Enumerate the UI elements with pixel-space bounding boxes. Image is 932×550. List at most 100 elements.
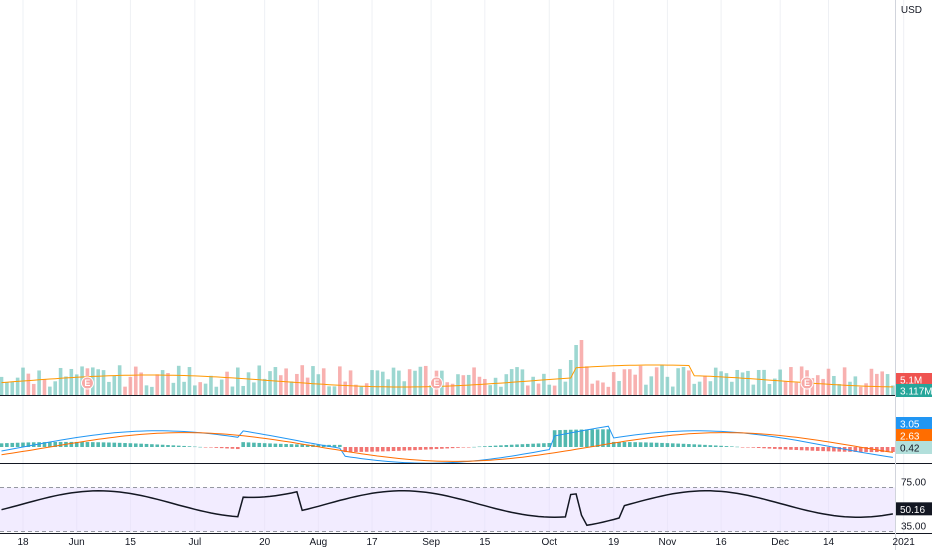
macd-hist-bar [295, 444, 299, 447]
volume-bar [450, 383, 455, 395]
volume-bar [96, 369, 100, 395]
price-axis[interactable]: 222.59190.995.1M3.117M3.052.630.4275.003… [896, 0, 932, 533]
macd-layer [0, 425, 895, 464]
volume-bar [649, 376, 654, 395]
volume-bar [37, 370, 41, 395]
macd-hist-bar [531, 443, 535, 447]
volume-bar [536, 383, 541, 395]
volume-bar [869, 368, 874, 395]
volume-bar [499, 386, 503, 395]
macd-hist-bar [133, 443, 138, 447]
macd-hist-bar [805, 447, 809, 451]
macd-hist-bar [15, 442, 20, 447]
volume-bar [697, 381, 702, 395]
volume-bar [719, 371, 723, 395]
macd-hist-bar [91, 442, 95, 447]
macd-hist-bar [848, 447, 852, 452]
volume-bar [590, 383, 595, 395]
volume-bar [826, 368, 831, 395]
volume-bar [821, 378, 825, 395]
macd-hist-bar [461, 447, 466, 448]
macd-hist-bar [880, 447, 884, 453]
volume-bar [595, 380, 600, 395]
macd-hist-bar [26, 442, 31, 447]
volume-bar [644, 384, 648, 395]
macd-hist-bar [96, 442, 100, 447]
macd-hist-bar [160, 444, 165, 447]
volume-bar [692, 383, 697, 395]
macd-hist-bar [246, 442, 251, 447]
macd-hist-bar [112, 442, 117, 447]
macd-hist-bar [563, 429, 568, 447]
macd-hist-bar [730, 446, 734, 447]
volume-bar [246, 372, 251, 395]
macd-hist-bar [225, 447, 229, 449]
macd-hist-bar [284, 444, 288, 447]
volume-bar [166, 373, 170, 395]
macd-hist-bar [574, 429, 578, 447]
volume-bar [670, 386, 675, 395]
volume-bar [407, 369, 412, 395]
volume-bars [0, 340, 895, 395]
volume-bar [633, 374, 637, 395]
macd-hist-bar [252, 442, 256, 447]
rsi-line [1, 490, 894, 527]
volume-bar [300, 365, 305, 395]
volume-bar [606, 386, 611, 395]
volume-bar [493, 377, 498, 395]
macd-hist-bar [493, 445, 498, 447]
time-tick-8: 15 [479, 537, 491, 548]
volume-bar [26, 373, 31, 395]
macd-hist-bar [681, 443, 686, 447]
volume-bar [150, 386, 154, 395]
time-tick-5: Aug [309, 537, 327, 548]
macd-hist-bar [477, 446, 482, 448]
time-tick-0: 18 [17, 537, 29, 548]
time-tick-14: 14 [823, 537, 835, 548]
time-tick-3: Jul [188, 537, 201, 548]
macd-hist-bar [278, 443, 283, 447]
time-tick-6: 17 [366, 537, 378, 548]
volume-bar [783, 381, 788, 395]
volume-bar [488, 385, 492, 395]
macd-hist-bar [783, 447, 788, 450]
volume-bar [558, 368, 562, 395]
volume-bar [332, 386, 337, 395]
volume-bar [751, 384, 756, 395]
volume-bar [0, 376, 4, 395]
macd-hist-bar [488, 445, 492, 447]
volume-bar [848, 381, 852, 395]
macd-hist-bar [219, 447, 224, 449]
macd-hist-bar [611, 441, 616, 447]
volume-bar [542, 373, 546, 395]
macd-hist-bar [193, 446, 197, 448]
macd-hist-bar [359, 447, 364, 452]
macd-hist-bar [756, 447, 761, 448]
time-axis[interactable]: 18 Jun 15 Jul 20 Aug 17 Sep 15 Oct 19 Nov 16 Dec 14 202… [17, 537, 915, 548]
macd-hist-bar [649, 442, 654, 447]
macd-hist-bar [644, 442, 648, 447]
earnings-marker-text-1: E [433, 378, 439, 388]
time-tick-2: 15 [125, 537, 137, 548]
macd-hist-bar [214, 447, 219, 448]
macd-hist-bar [407, 447, 412, 451]
macd-hist-bar [778, 447, 782, 450]
macd-hist-bar [21, 442, 25, 447]
hist-badge: 0.42 [900, 444, 920, 455]
macd-hist-bar [236, 447, 240, 450]
macd-hist-bar [751, 447, 756, 448]
macd-hist-bar [746, 447, 750, 448]
volume-bar [128, 376, 133, 395]
volume-bar [515, 367, 519, 395]
volume-bar [418, 366, 423, 395]
time-tick-13: Dec [771, 537, 789, 548]
volume-bar [321, 368, 326, 395]
volume-bar [563, 381, 568, 395]
macd-hist-bar [542, 443, 546, 447]
volume-bar [15, 377, 20, 395]
macd-hist-bar [713, 445, 718, 447]
volume-bar [176, 365, 181, 395]
